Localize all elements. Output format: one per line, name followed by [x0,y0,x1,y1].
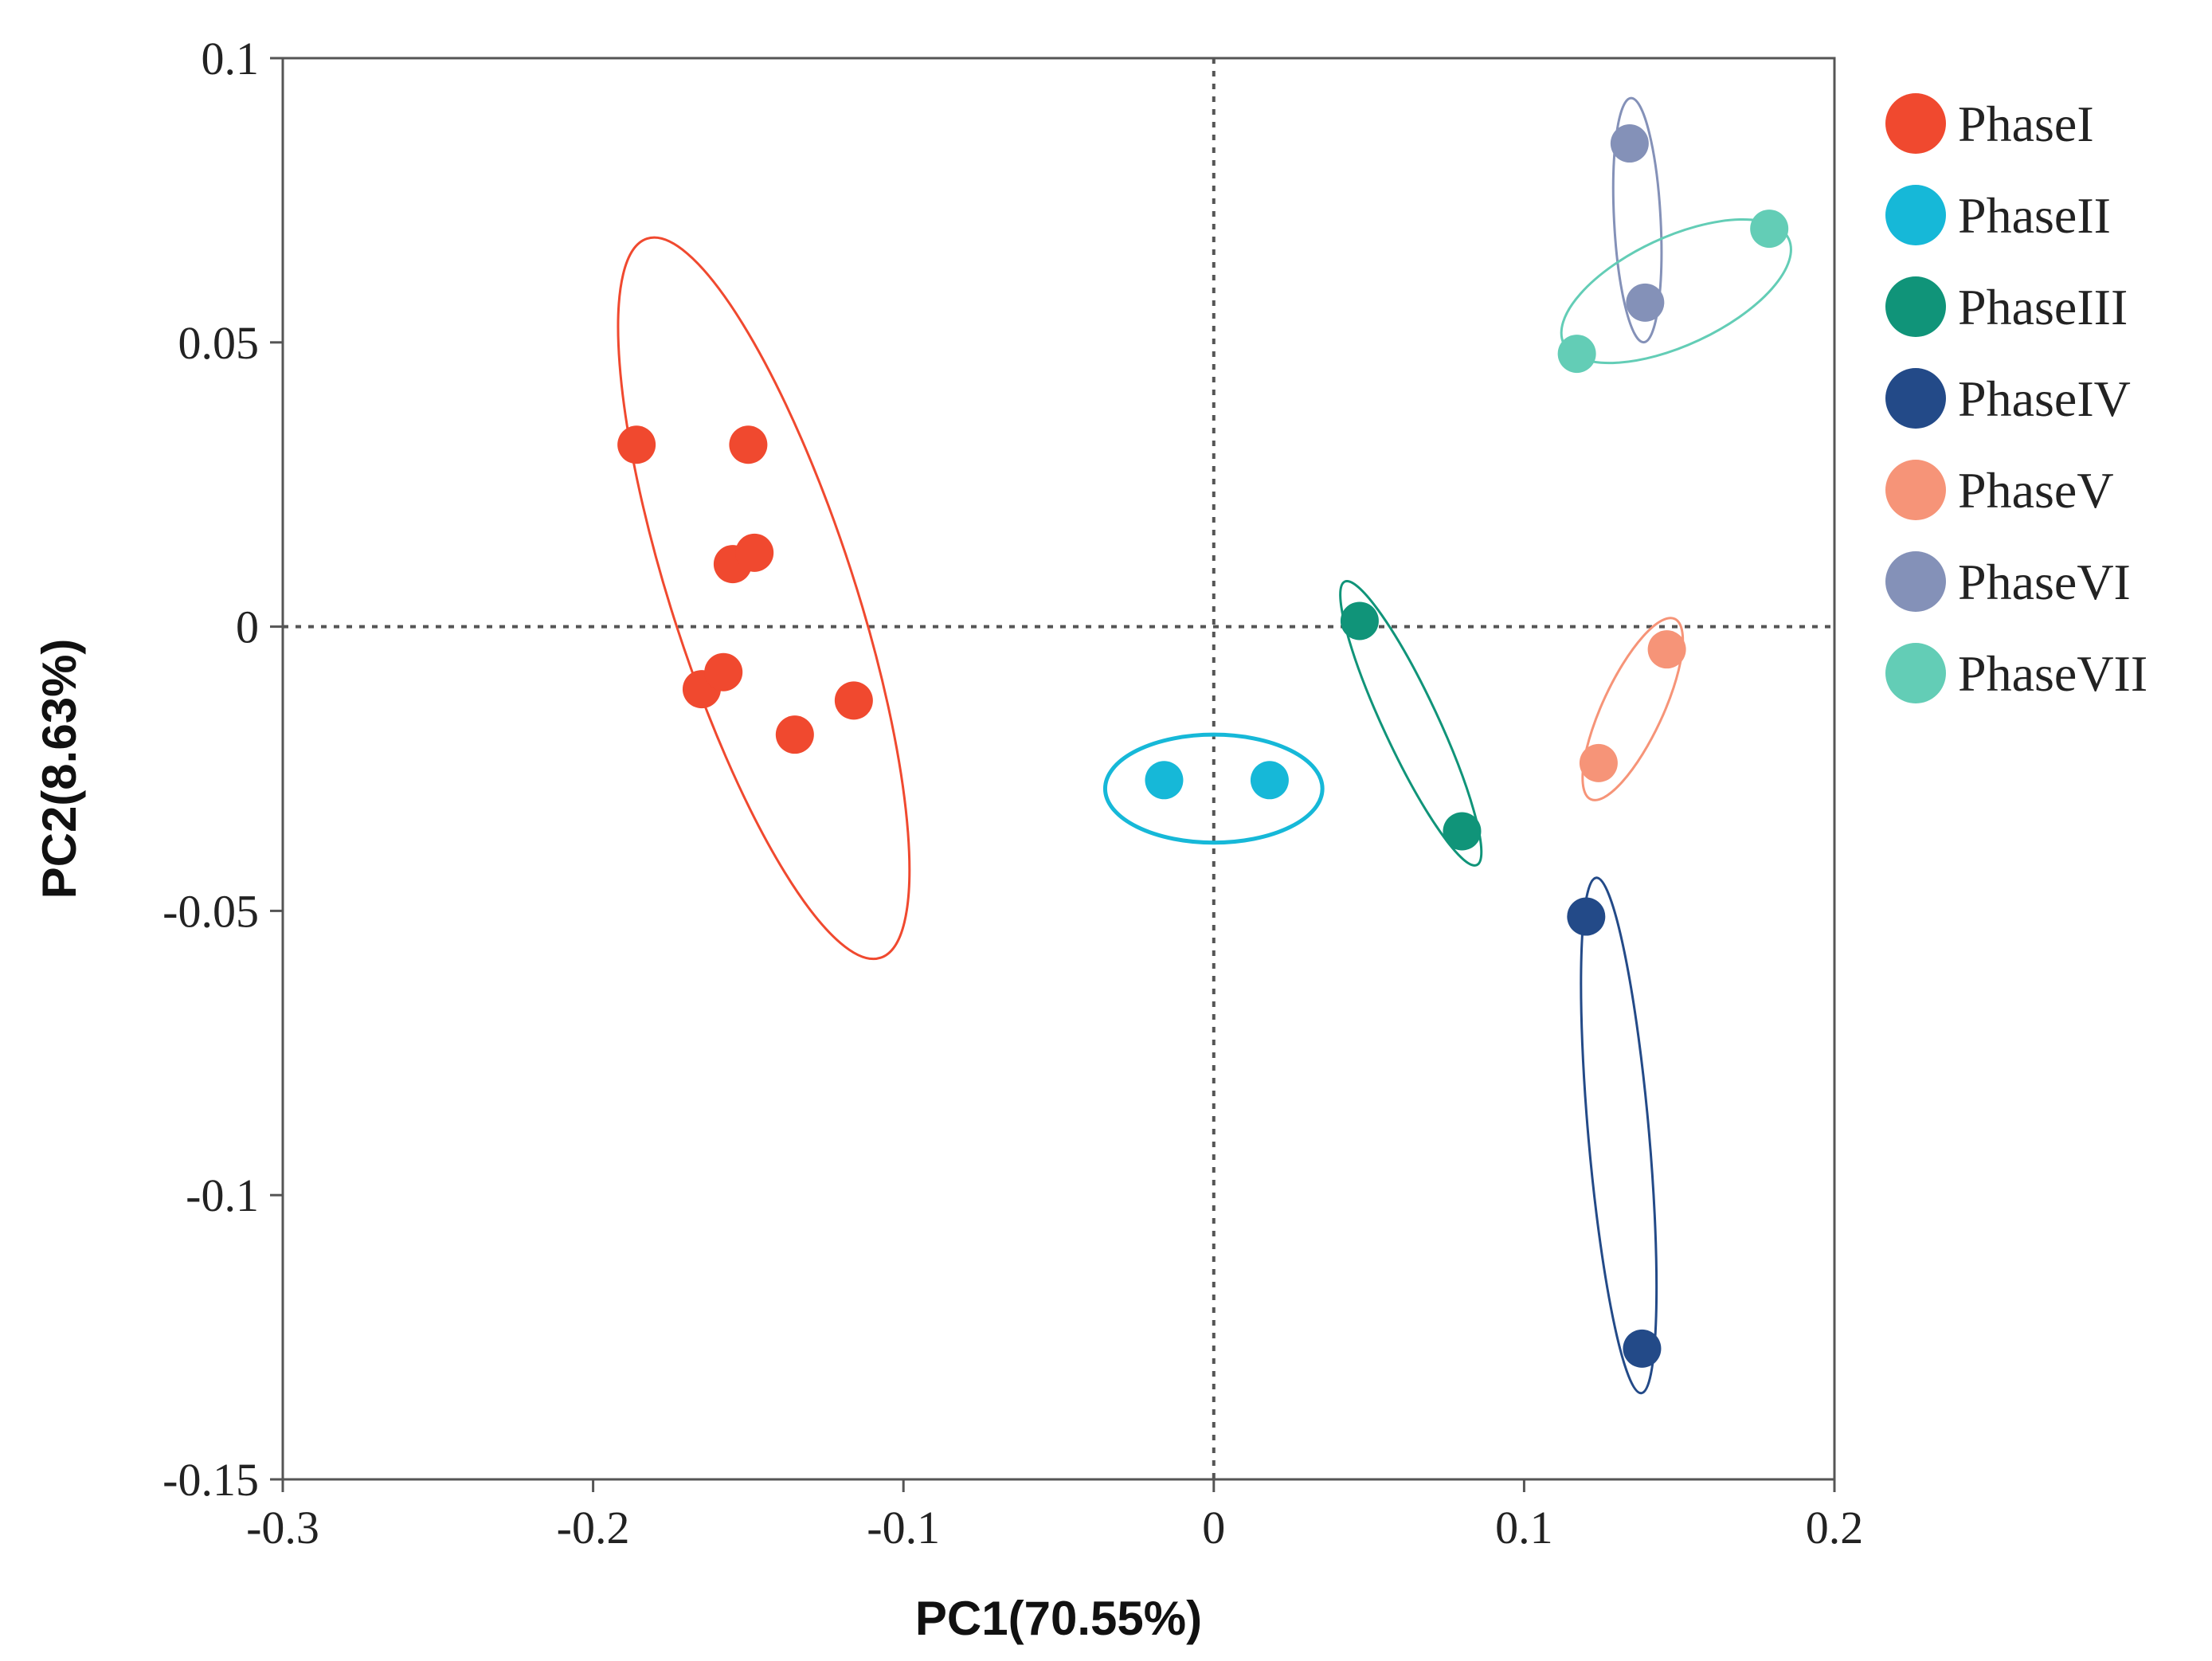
confidence-ellipses [617,96,1792,1395]
ellipse-phaseiv [1580,876,1658,1395]
x-tick-label: 0.2 [1806,1502,1864,1553]
x-tick-label: -0.3 [246,1502,319,1553]
ellipse-phasev [1581,617,1685,801]
ellipse-phaseii [1102,732,1325,845]
legend-item-phaseii: PhaseII [1885,185,2111,245]
y-tick-label: -0.15 [162,1454,259,1506]
point-phaseiii [1443,812,1482,851]
data-points [617,124,1789,1368]
point-phaseii [1145,761,1184,800]
point-phasei [775,715,814,754]
y-axis-title: PC2(8.63%) [33,639,86,899]
x-axis-title: PC1(70.55%) [915,1592,1202,1645]
point-phaseii [1250,761,1289,800]
legend-label: PhaseI [1958,96,2094,152]
legend-marker [1885,460,1946,520]
point-phasev [1579,743,1618,782]
point-phasevi [1626,283,1665,322]
y-tick-label: -0.05 [162,885,259,937]
point-phasei [704,652,743,691]
x-tick-label: -0.1 [867,1502,940,1553]
legend-marker [1885,93,1946,154]
ellipse-phasei [617,236,911,961]
point-phaseiii [1340,601,1379,641]
legend-marker [1885,551,1946,612]
point-phasevii [1557,335,1596,374]
y-tick-label: 0 [236,601,259,653]
legend-item-phaseiv: PhaseIV [1885,368,2131,429]
legend-label: PhaseVII [1958,645,2147,702]
point-phaseiv [1623,1329,1662,1368]
x-tick-label: -0.2 [557,1502,630,1553]
legend-item-phaseiii: PhaseIII [1885,276,2128,337]
point-phasei [834,681,873,720]
y-tick-label: -0.1 [186,1169,259,1221]
y-tick-label: 0.1 [202,33,260,84]
legend-marker [1885,368,1946,429]
legend-item-phasev: PhaseV [1885,460,2114,520]
x-tick-label: 0 [1202,1502,1225,1553]
legend-label: PhaseV [1958,462,2114,519]
plot-frame [281,57,1836,1481]
legend-marker [1885,276,1946,337]
legend: PhaseI PhaseII PhaseIII PhaseIV PhaseV PhaseV… [1885,93,2147,703]
x-tick-label: 0.1 [1495,1502,1553,1553]
point-phasevi [1610,124,1649,163]
ellipse-phaseiii [1339,579,1483,867]
legend-label: PhaseVI [1958,554,2131,610]
legend-label: PhaseII [1958,187,2111,244]
legend-item-phasei: PhaseI [1885,93,2094,154]
legend-marker [1885,643,1946,703]
y-tick-label: 0.05 [178,317,260,369]
legend-item-phasevi: PhaseVI [1885,551,2131,612]
zero-reference-lines [283,58,1834,1479]
y-axis-ticks: -0.15 -0.1 -0.05 0 0.05 0.1 [162,33,283,1506]
legend-label: PhaseIV [1958,370,2131,427]
legend-marker [1885,185,1946,245]
point-phaseiv [1567,897,1606,936]
legend-label: PhaseIII [1958,279,2128,335]
point-phasei [735,533,774,572]
legend-item-phasevii: PhaseVII [1885,643,2147,703]
point-phasei [729,425,768,464]
point-phasei [617,425,656,464]
point-phasevii [1750,210,1789,249]
x-axis-ticks: -0.3 -0.2 -0.1 0 0.1 0.2 [246,1479,1863,1553]
point-phasev [1647,630,1686,669]
ellipse-phasevi [1611,96,1663,344]
